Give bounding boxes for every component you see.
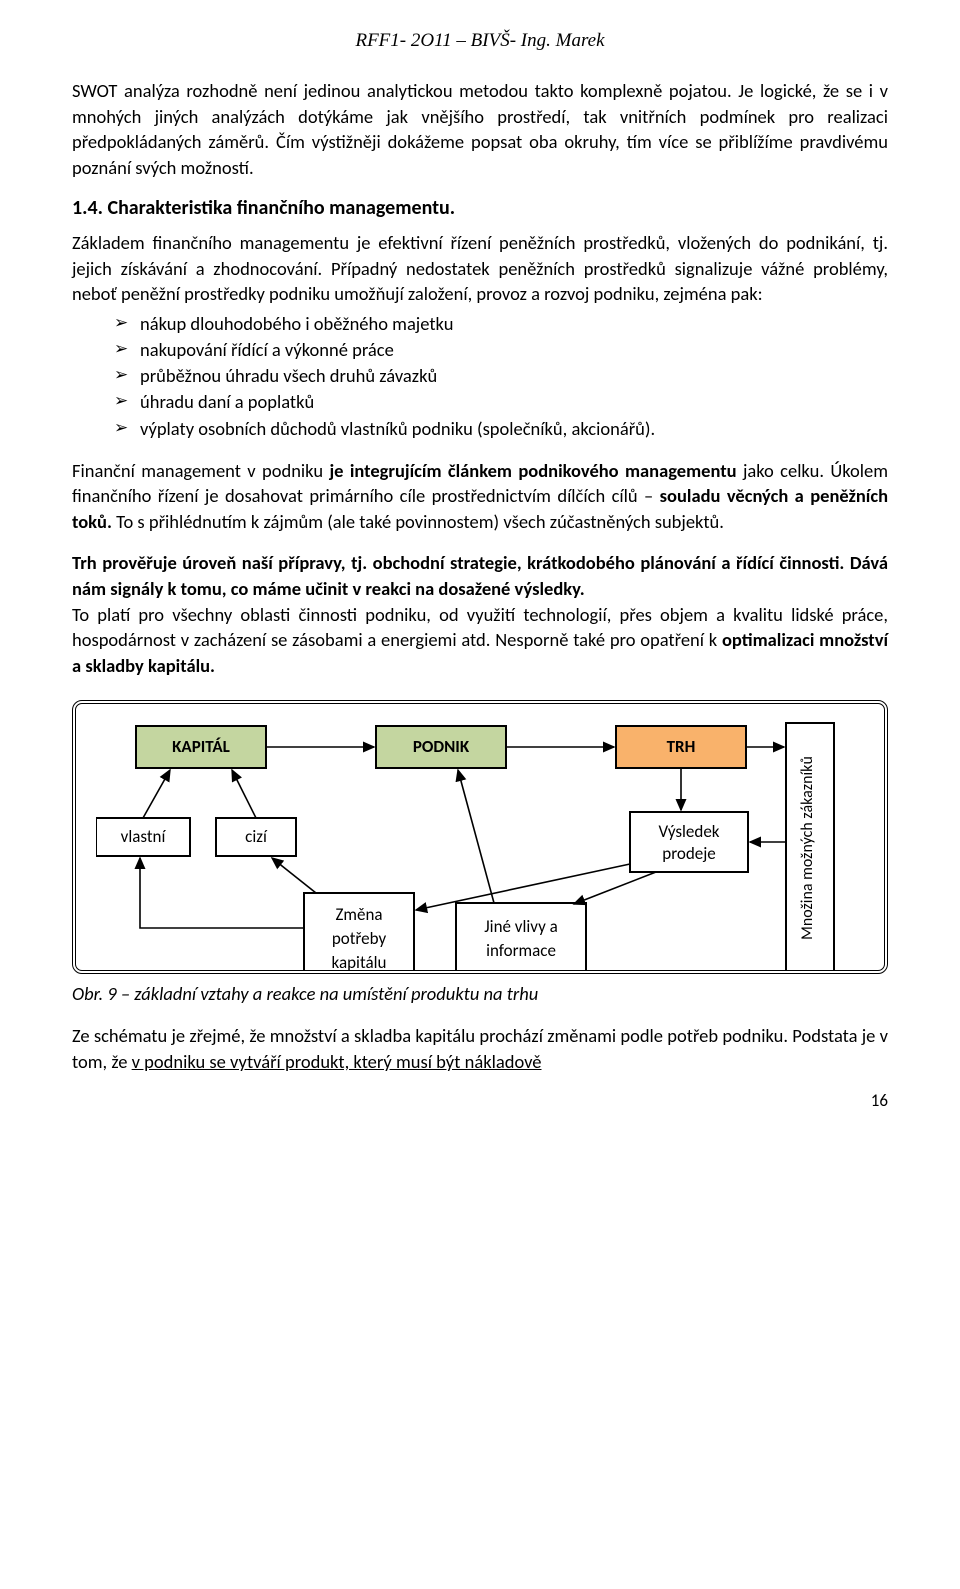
node-jine [456,903,586,974]
paragraph-basis: Základem finančního managementu je efekt… [72,230,888,307]
node-trh-label: TRH [667,736,696,757]
text-run-bold: Trh prověřuje úroveň naší přípravy, tj. … [72,551,888,600]
list-item: nakupování řídící a výkonné práce [114,337,888,363]
page-header: RFF1- 2O11 – BIVŠ- Ing. Marek [72,30,888,52]
node-vlastni-label: vlastní [121,826,167,847]
paragraph-market: Trh prověřuje úroveň naší přípravy, tj. … [72,550,888,678]
text-run-bold: je integrujícím článkem podnikového mana… [329,459,736,482]
node-vysledek-l1: Výsledek [658,821,719,842]
arrow-vysledek-jine [574,872,656,904]
diagram-frame: Množina možných zákazníků KAPITÁL PODNIK… [72,700,888,974]
node-podnik-label: PODNIK [413,736,470,757]
list-item: úhradu daní a poplatků [114,389,888,415]
list-item: výplaty osobních důchodů vlastníků podni… [114,416,888,442]
paragraph-swot: SWOT analýza rozhodně není jedinou analy… [72,78,888,180]
section-heading-1-4: 1.4. Charakteristika finančního manageme… [72,196,888,220]
arrow-vlastni-kapital [143,770,170,818]
node-jine-l2: informace [486,940,556,961]
node-vysledek-l2: prodeje [662,843,715,864]
arrow-zmena-vlastni [140,858,304,928]
list-item: průběžnou úhradu všech druhů závazků [114,363,888,389]
node-jine-l1: Jiné vlivy a [484,916,558,937]
node-zmena-l3: kapitálu [332,952,387,973]
node-mnozina-label: Množina možných zákazníků [798,756,817,940]
node-zmena-l2: potřeby [332,928,387,949]
diagram-svg: Množina možných zákazníků KAPITÁL PODNIK… [96,718,846,974]
node-cizi-label: cizí [245,826,268,847]
node-kapital-label: KAPITÁL [172,736,230,757]
bullet-list: nákup dlouhodobého i oběžného majetku na… [72,311,888,442]
arrow-cizi-kapital [232,770,256,818]
arrow-jine-podnik [458,770,494,903]
figure-caption: Obr. 9 – základní vztahy a reakce na umí… [72,982,888,1005]
paragraph-schema: Ze schématu je zřejmé, že množství a skl… [72,1023,888,1074]
node-zmena-l1: Změna [335,904,382,925]
arrow-zmena-cizi [272,858,316,893]
page-number: 16 [72,1090,888,1111]
text-run: Finanční management v podniku [72,459,329,482]
list-item: nákup dlouhodobého i oběžného majetku [114,311,888,337]
text-run: To s přihlédnutím k zájmům (ale také pov… [112,510,724,533]
text-run-underline: v podniku se vytváří produkt, který musí… [132,1050,542,1073]
paragraph-integrating: Finanční management v podniku je integru… [72,458,888,535]
